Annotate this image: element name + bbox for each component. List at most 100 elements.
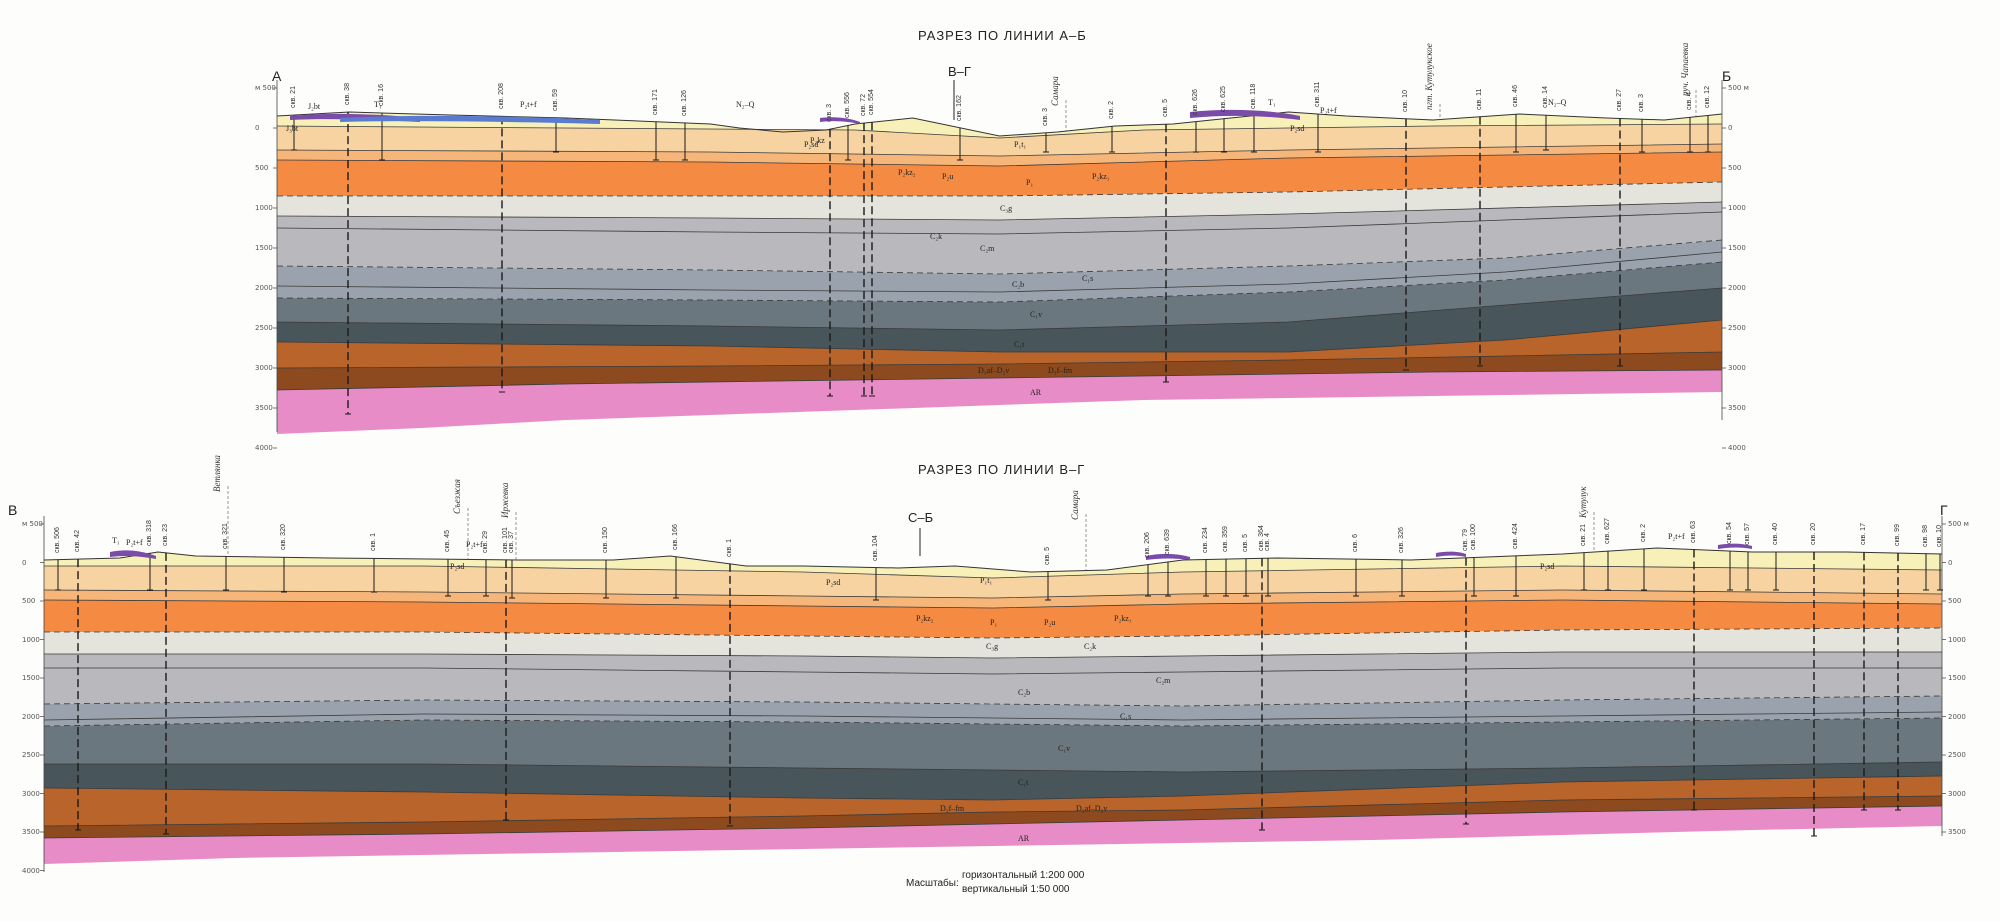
section_ab-strat-10: P₁: [1026, 178, 1034, 187]
section_ab-well-label-18: скв. 311: [1314, 81, 1321, 108]
section_ab-depth-right-5: 2000: [1728, 284, 1746, 292]
section_vg-strat-8: P₂u: [1044, 618, 1056, 627]
section_ab-river-2: руч. Чапаевка: [1680, 42, 1690, 96]
section_ab-strat-6: P₂sd: [804, 140, 819, 149]
section_ab-well-label-1: скв. 38: [344, 83, 351, 106]
section_vg-depth-right-2: 500: [1948, 597, 1962, 605]
section_vg-strat-13: C₂k: [1084, 642, 1097, 651]
section_ab-strat-8: P₂u: [942, 172, 954, 181]
section_vg-well-label-35: скв. 20: [1810, 523, 1817, 545]
section_vg-layer-8: [44, 712, 1942, 726]
section_vg-river-0: Ветлянка: [212, 455, 222, 492]
section_ab-horizon-4: [277, 181, 1723, 197]
section_ab-well-label-11: скв. 162: [956, 94, 963, 121]
section_ab-strat-18: C₂m: [980, 244, 995, 253]
section_vg-depth-left-4: 1500: [22, 674, 40, 682]
section_ab-well-label-4: скв. 59: [552, 88, 559, 111]
section_ab-well-label-24: скв. 3: [1638, 94, 1645, 113]
section_vg-depth-right-1: 0: [1948, 558, 1953, 567]
section_vg-well-label-37: скв. 99: [1894, 524, 1901, 547]
section-vg-surface-lens-4: [1718, 543, 1752, 549]
section_vg-layer-7: [44, 696, 1942, 720]
section_ab-strat-15: T₁: [1268, 98, 1276, 107]
section_vg-layer-9: [44, 718, 1942, 772]
section_vg-strat-20: D₃af–D₂v: [1076, 804, 1108, 813]
section-vg-title: РАЗРЕЗ ПО ЛИНИИ В–Г: [918, 462, 1086, 477]
section_vg-depth-right-4: 1500: [1948, 674, 1966, 682]
section_ab-depth-left-4: 1500: [255, 244, 273, 252]
section_ab-horizon-5: [276, 201, 1723, 221]
section_ab-well-label-10: скв. 554: [868, 89, 875, 116]
section_ab-strat-9: P₁t₁: [1014, 140, 1027, 149]
section_vg-strat-7: P₁: [990, 618, 998, 627]
section_ab-depth-right-7: 3000: [1728, 364, 1746, 372]
section_ab-depth-right-1: 0: [1728, 124, 1733, 132]
section_vg-horizon-13: [43, 805, 1943, 839]
section_ab-depth-left-1: 0: [255, 124, 260, 132]
section_vg-layer-2: [44, 590, 1942, 608]
section_vg-river-1: Съезжая: [452, 479, 462, 514]
section_vg-layer-10: [44, 762, 1942, 800]
section_vg-depth-left-8: 3500: [22, 828, 40, 836]
section_vg-depth-left-2: 500: [22, 597, 36, 605]
section_vg-well-label-4: скв. 321: [222, 523, 229, 550]
section_vg-well-label-27: скв. 424: [1512, 522, 1519, 549]
section_ab-strat-0: J₃bt: [286, 124, 299, 133]
section_vg-well-label-15: скв. 5: [1044, 546, 1051, 565]
section_vg-strat-6: P₂kz₂: [916, 614, 934, 623]
section_vg-river-4: Кутулук: [1578, 486, 1588, 518]
section_vg-horizon-2: [43, 589, 1943, 599]
section_ab-strat-17: C₂k: [930, 232, 943, 241]
section_ab-strat-7: P₂kz₂: [898, 168, 916, 177]
section_vg-strat-15: C₂b: [1018, 688, 1031, 697]
section_vg-well-label-18: скв. 234: [1202, 526, 1209, 553]
section_vg-well-label-7: скв. 45: [444, 530, 451, 553]
section_vg-well-label-20: скв. 5: [1242, 533, 1249, 552]
section_ab-layer-9: [277, 262, 1722, 330]
section_vg-well-label-30: скв. 2: [1640, 523, 1647, 542]
section_ab-horizon-10: [276, 287, 1723, 331]
section-ab-title: РАЗРЕЗ ПО ЛИНИИ А–Б: [918, 28, 1087, 43]
section_vg-strat-3: P₂t+f: [466, 540, 483, 549]
section_ab-horizon-11: [276, 319, 1723, 353]
section_vg-strat-21: AR: [1018, 834, 1030, 843]
section-ab-surface-lens-4: [820, 117, 860, 124]
section_ab-well-label-19: скв. 10: [1402, 89, 1409, 112]
section_vg-well-label-31: скв. 63: [1690, 520, 1697, 543]
section-ab-right-end: Б: [1722, 68, 1732, 84]
section_vg-depth-right-7: 3000: [1948, 789, 1966, 798]
section_ab-depth-left-0: м 500: [255, 84, 276, 92]
section_vg-depth-right-5: 2000: [1948, 712, 1966, 721]
section_ab-strat-3: N₂–Q: [736, 100, 755, 109]
section_ab-horizon-9: [276, 261, 1723, 303]
section_vg-well-label-28: скв. 21: [1580, 523, 1587, 546]
scale-label: Масштабы:: [906, 878, 959, 889]
section_vg-well-label-33: скв. 57: [1744, 522, 1751, 545]
section_ab-well-label-23: скв. 27: [1616, 89, 1623, 112]
section_ab-strat-12: P₂t+f: [1320, 106, 1337, 115]
section_vg-strat-0: T₁: [112, 536, 120, 545]
section_ab-strat-14: N₂–Q: [1548, 98, 1567, 107]
section_ab-well-label-15: скв. 626: [1192, 88, 1199, 115]
section_vg-well-label-12: скв. 166: [672, 523, 679, 550]
section_ab-layer-13: [277, 370, 1722, 434]
section-vg-surface-lens-1: [110, 550, 156, 559]
section_vg-well-label-16: скв. 206: [1144, 531, 1151, 558]
section_ab-layer-5: [277, 202, 1722, 234]
section_vg-layer-13: [44, 806, 1942, 864]
section-vg-cross-label: С–Б: [908, 510, 934, 525]
section_ab-layer-7: [277, 240, 1722, 292]
section-vg-left-end: В: [8, 502, 18, 518]
section_ab-strat-11: P₂kz₁: [1092, 172, 1110, 181]
section_vg-well-label-2: скв. 318: [146, 520, 153, 547]
section_ab-well-label-16: скв. 625: [1220, 85, 1227, 112]
section_vg-horizon-5: [44, 651, 1942, 659]
section_vg-layer-3: [44, 600, 1942, 638]
section_vg-strat-4: P₂sd: [826, 578, 841, 587]
section_vg-well-label-10: скв. 37: [508, 530, 515, 553]
section_vg-horizon-3: [43, 599, 1943, 609]
section_vg-strat-12: C₃g: [986, 642, 999, 651]
section_ab-well-label-14: скв. 5: [1162, 99, 1169, 118]
section_ab-depth-left-7: 3000: [255, 364, 273, 372]
section_vg-strat-19: D₃f–fm: [940, 804, 965, 813]
